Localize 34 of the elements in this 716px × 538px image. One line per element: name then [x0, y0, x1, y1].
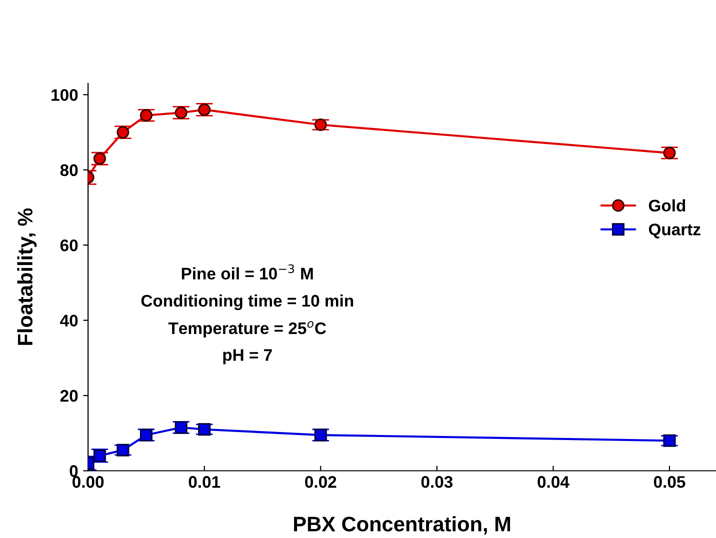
y-tick-label: 100 — [52, 89, 78, 101]
annotation: Conditioning time = 10 min — [141, 294, 354, 310]
point — [116, 444, 130, 456]
x-tick-label: 0.05 — [654, 476, 686, 488]
point — [174, 106, 188, 119]
point — [93, 152, 106, 165]
point — [174, 421, 188, 434]
point — [314, 428, 327, 442]
annotation: Pine oil = 10$^{−3}$ M — [182, 264, 313, 280]
annotation: Temperature = 25$^{o}$C — [168, 321, 326, 338]
y-tick-label: 0 — [70, 465, 78, 477]
y-tick-label: 80 — [60, 164, 78, 176]
annotation: pH = 7 — [223, 349, 272, 364]
x-tick-label: 0.02 — [305, 476, 336, 488]
y-tick-label: 20 — [60, 390, 78, 402]
x-tick-label: 0.04 — [538, 476, 570, 488]
y-axis-title: Floatability, % — [17, 208, 37, 345]
x-tick-label: 0.00 — [72, 476, 104, 488]
point — [140, 428, 152, 442]
point — [116, 126, 130, 139]
point — [314, 118, 327, 132]
point — [93, 449, 106, 462]
point — [663, 434, 676, 447]
legend-label: Quartz — [648, 224, 700, 238]
point — [198, 103, 211, 116]
point — [140, 109, 152, 122]
x-tick-label: 0.03 — [421, 476, 453, 488]
x-axis-title: PBX Concentration, M — [294, 516, 510, 534]
legend-label: Gold — [648, 199, 686, 212]
point — [663, 146, 676, 160]
x-tick-label: 0.01 — [188, 476, 220, 488]
y-tick-label: 40 — [60, 314, 78, 327]
point — [198, 423, 211, 436]
y-tick-label: 60 — [60, 240, 78, 252]
